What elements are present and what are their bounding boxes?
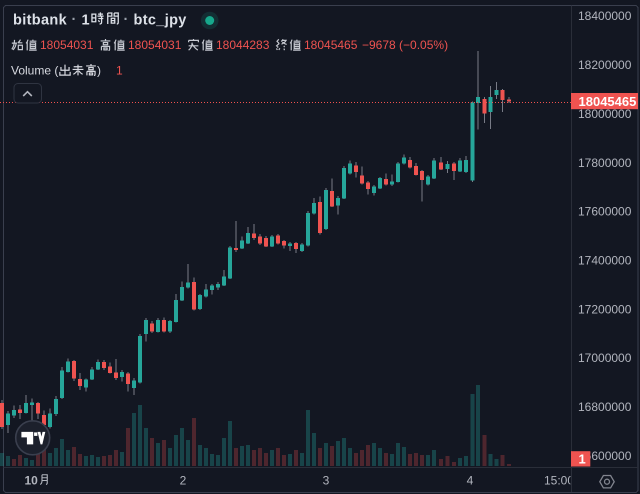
svg-text:18400000: 18400000: [578, 9, 632, 23]
svg-text:4: 4: [467, 474, 474, 488]
svg-text:18044283: 18044283: [216, 38, 270, 52]
svg-text:18200000: 18200000: [578, 58, 632, 72]
svg-text:18000000: 18000000: [578, 107, 632, 121]
svg-text:2: 2: [180, 474, 187, 488]
svg-text:15:00: 15:00: [544, 474, 574, 488]
svg-text:16800000: 16800000: [578, 400, 632, 414]
svg-text:3: 3: [323, 474, 330, 488]
svg-text:18045465: 18045465: [579, 94, 637, 109]
svg-text:17600000: 17600000: [578, 205, 632, 219]
svg-text:18054031: 18054031: [40, 38, 94, 52]
svg-text:1: 1: [579, 451, 586, 466]
svg-text:): ): [97, 64, 101, 78]
svg-text:10: 10: [25, 474, 39, 488]
svg-text:18054031: 18054031: [128, 38, 182, 52]
svg-text:·: ·: [124, 12, 129, 28]
svg-text:18045465: 18045465: [304, 38, 358, 52]
svg-text:bitbank: bitbank: [13, 13, 68, 29]
svg-text:1: 1: [116, 64, 123, 78]
svg-text:Volume (: Volume (: [11, 64, 58, 78]
svg-text:·: ·: [72, 12, 77, 28]
svg-text:17200000: 17200000: [578, 302, 632, 316]
svg-text:17800000: 17800000: [578, 156, 632, 170]
svg-text:1: 1: [82, 13, 90, 29]
svg-text:btc_jpy: btc_jpy: [134, 13, 187, 29]
svg-text:16600000: 16600000: [578, 449, 632, 463]
svg-text:17400000: 17400000: [578, 253, 632, 267]
svg-text:17000000: 17000000: [578, 351, 632, 365]
svg-text:−9678 (−0.05%): −9678 (−0.05%): [362, 38, 448, 52]
